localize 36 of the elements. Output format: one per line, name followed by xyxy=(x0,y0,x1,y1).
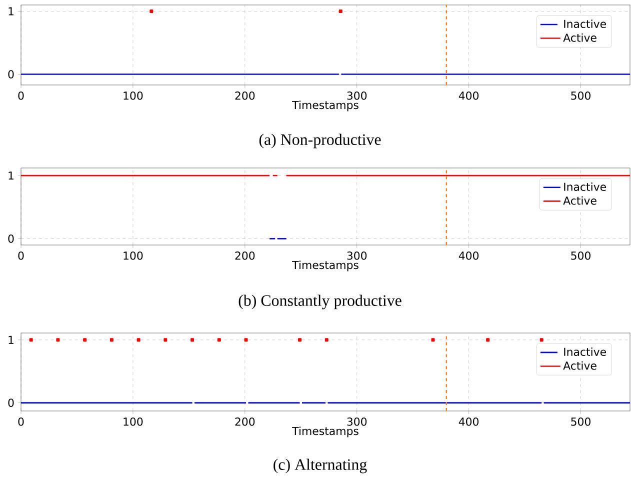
legend-label: Inactive xyxy=(564,348,606,356)
x-tick-label: 500 xyxy=(571,252,590,260)
x-tick-label: 300 xyxy=(347,92,367,100)
x-tick-label: 500 xyxy=(571,92,590,100)
x-tick-label: 100 xyxy=(124,92,143,100)
legend-label: Inactive xyxy=(564,20,606,28)
x-tick-label: 100 xyxy=(124,252,143,260)
x-tick-label: 400 xyxy=(458,92,479,100)
text: (a) Non-productive xyxy=(259,134,381,148)
x-tick-label: 0 xyxy=(18,92,24,100)
y-tick-label: 1 xyxy=(8,336,14,344)
legend-label: Active xyxy=(563,196,596,205)
y-tick-label: 0 xyxy=(8,234,14,243)
y-tick-label: 1 xyxy=(8,172,14,180)
x-tick-label: 100 xyxy=(124,418,143,426)
x-tick-label: 500 xyxy=(571,418,590,426)
x-axis-title: Timestamps xyxy=(292,260,358,272)
y-tick-label: 0 xyxy=(8,70,14,78)
x-tick-label: 300 xyxy=(347,418,367,426)
legend-label: Inactive xyxy=(564,182,606,191)
x-tick-label: 400 xyxy=(458,418,479,426)
text: (b) Constantly productive xyxy=(238,294,402,310)
x-tick-label: 200 xyxy=(235,418,255,426)
legend-label: Active xyxy=(563,33,596,42)
x-tick-label: 0 xyxy=(18,252,24,260)
x-axis-title: Timestamps xyxy=(292,426,358,438)
text: (c) Alternating xyxy=(274,458,367,474)
y-tick-label: 1 xyxy=(8,7,14,16)
y-tick-label: 0 xyxy=(8,398,14,407)
x-tick-label: 300 xyxy=(347,252,367,260)
x-tick-label: 0 xyxy=(18,418,24,426)
legend-label: Active xyxy=(563,361,596,370)
x-tick-label: 400 xyxy=(458,252,479,260)
x-tick-label: 200 xyxy=(235,92,255,100)
x-tick-label: 200 xyxy=(235,252,255,260)
x-axis-title: Timestamps xyxy=(292,100,358,112)
